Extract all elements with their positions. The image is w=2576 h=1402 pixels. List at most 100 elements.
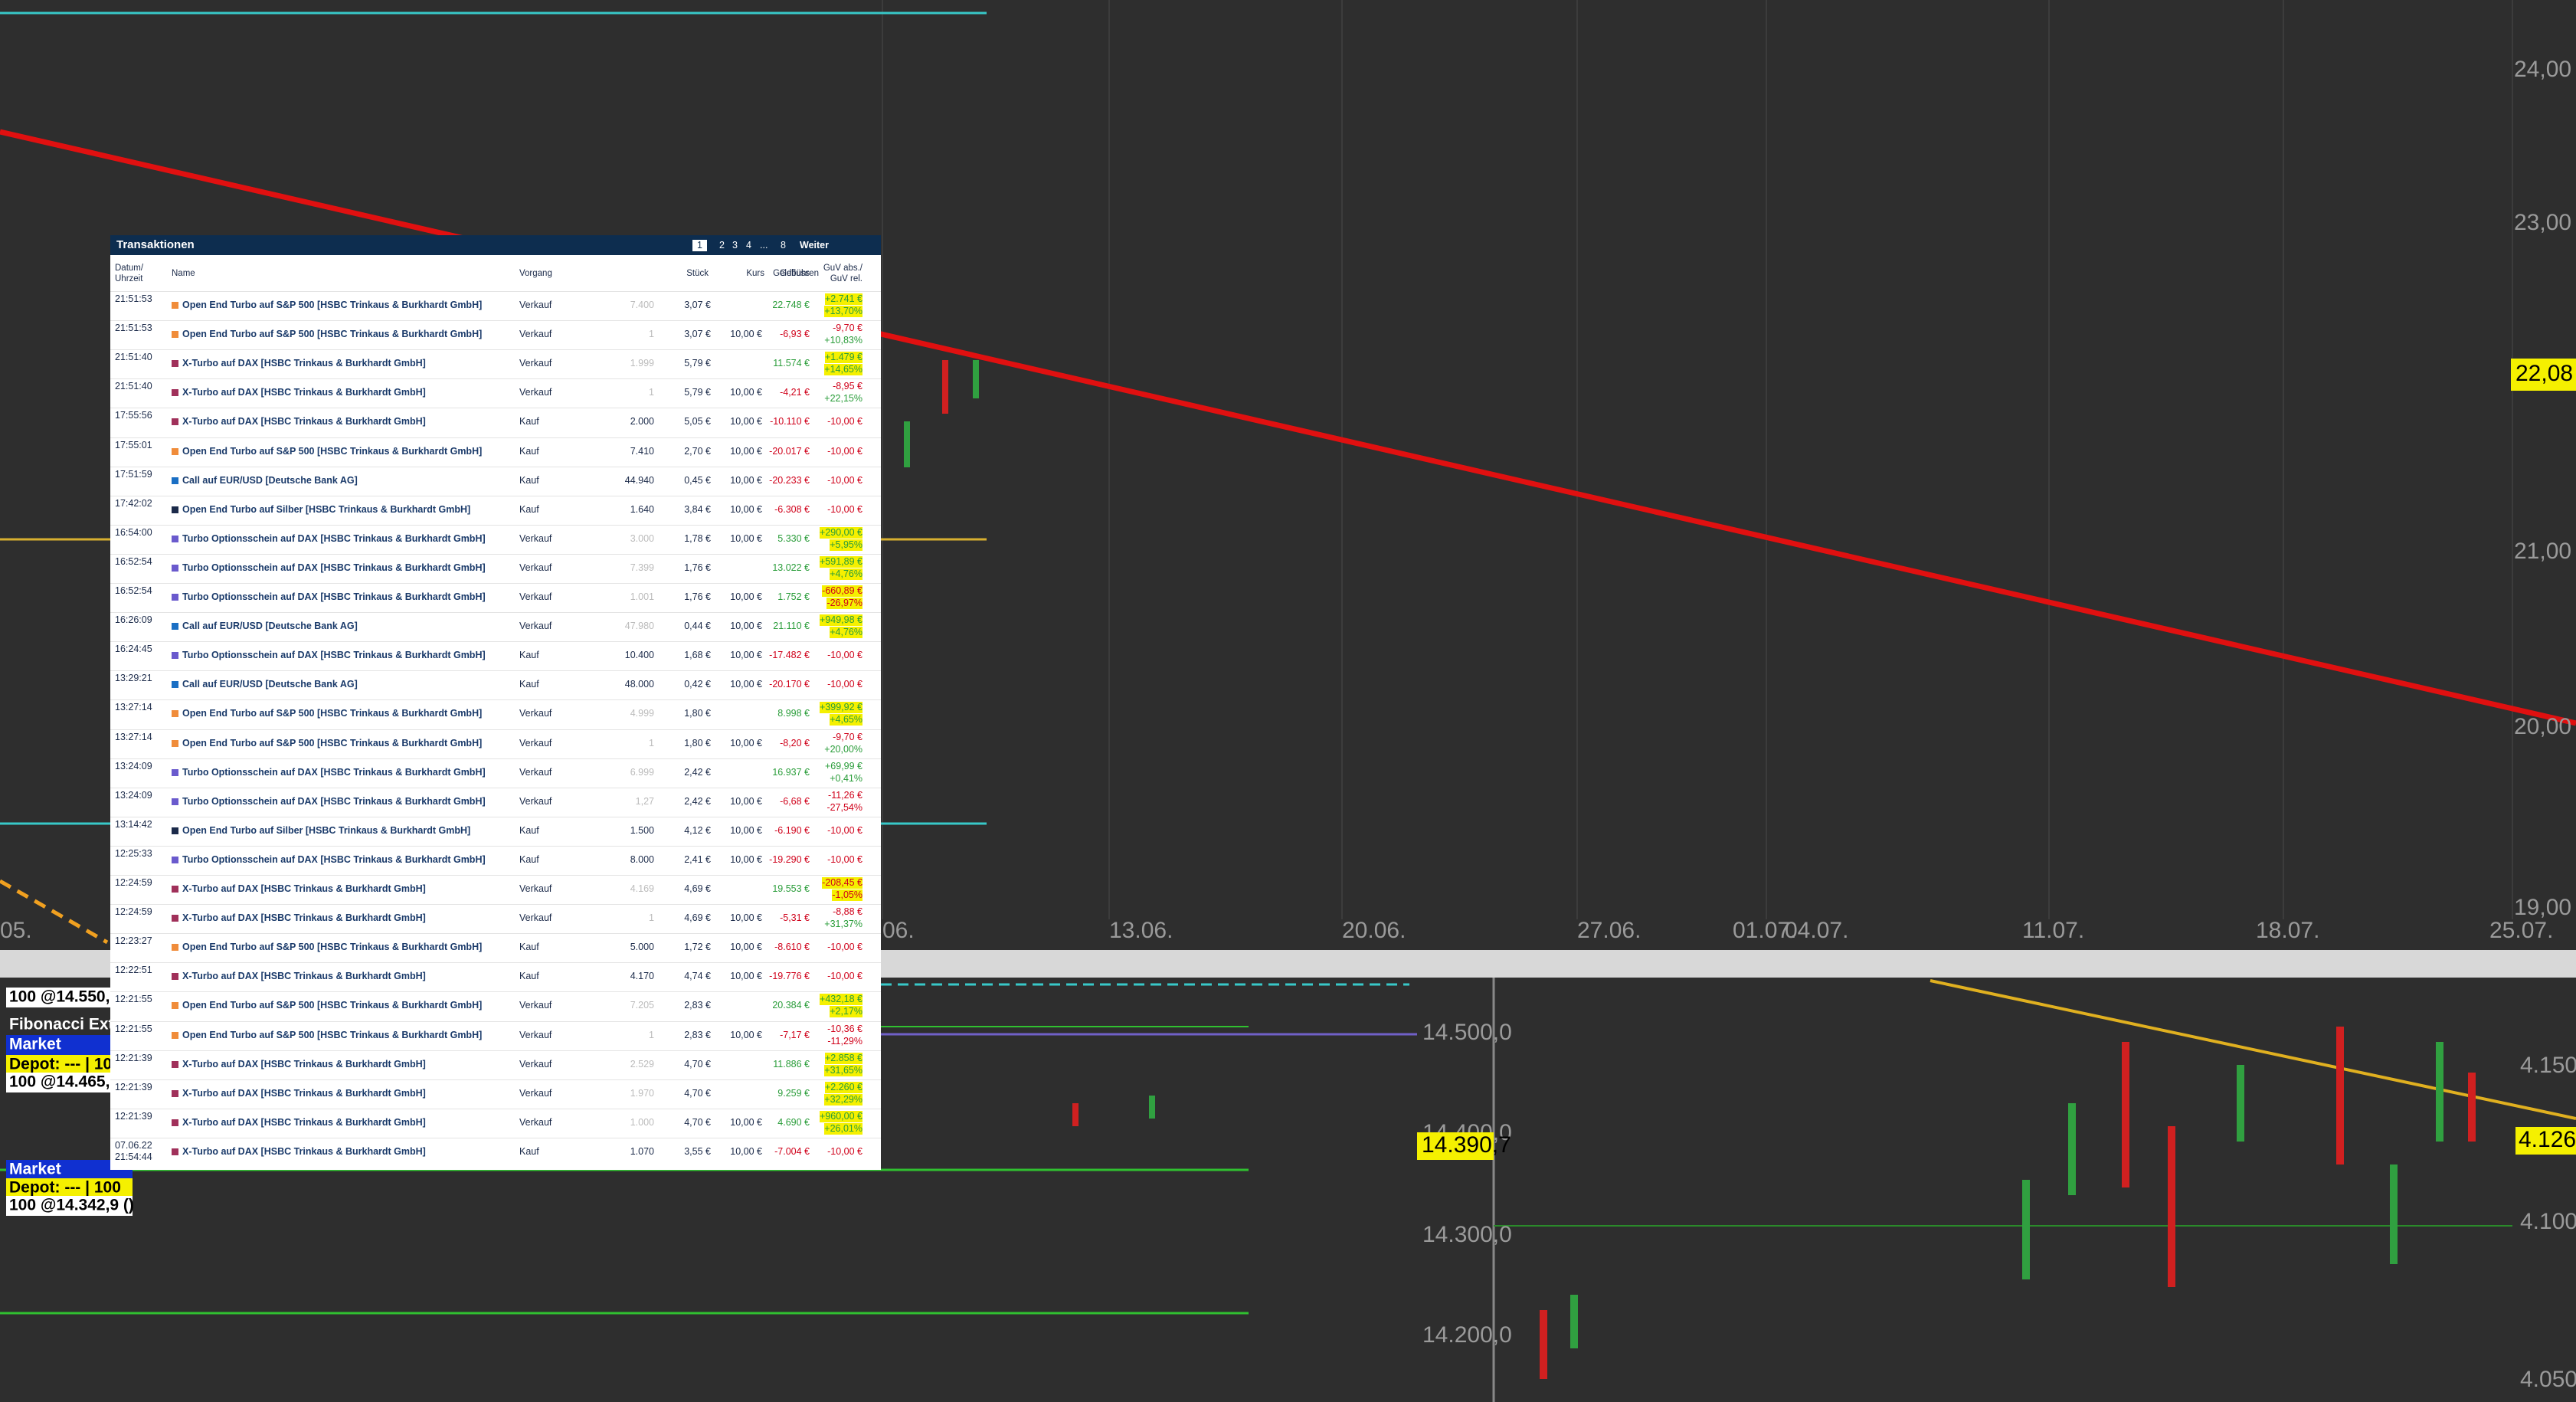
y-axis-label: 14.300,0 xyxy=(1422,1222,1512,1247)
row-time: 13:24:09 xyxy=(115,760,152,771)
instrument-name[interactable]: Turbo Optionsschein auf DAX [HSBC Trinka… xyxy=(182,766,486,778)
instrument-name[interactable]: Turbo Optionsschein auf DAX [HSBC Trinka… xyxy=(182,532,486,544)
instrument-name[interactable]: Open End Turbo auf S&P 500 [HSBC Trinkau… xyxy=(182,1029,483,1040)
row-qty: 48.000 xyxy=(624,679,654,690)
instrument-name[interactable]: X-Turbo auf DAX [HSBC Trinkaus & Burkhar… xyxy=(182,1116,426,1128)
instrument-name[interactable]: X-Turbo auf DAX [HSBC Trinkaus & Burkhar… xyxy=(182,1145,426,1157)
row-separator xyxy=(110,933,881,935)
row-separator xyxy=(110,349,881,351)
pnl-rel: +26,01% xyxy=(824,1122,862,1135)
pnl-abs: +432,18 € xyxy=(820,994,862,1006)
row-qty: 1 xyxy=(649,387,654,398)
row-price: 0,44 € xyxy=(684,621,711,632)
row-time: 12:21:39 xyxy=(115,1110,152,1122)
row-price: 2,42 € xyxy=(684,766,711,778)
row-price: 4,70 € xyxy=(684,1087,711,1099)
overlay-label: Fibonacci Ext xyxy=(9,1016,114,1033)
row-price: 3,07 € xyxy=(684,329,711,340)
row-price: 2,83 € xyxy=(684,1029,711,1040)
pnl-abs: -10,36 € xyxy=(827,1023,862,1034)
instrument-icon xyxy=(172,739,178,747)
row-cash: 16.937 € xyxy=(772,766,810,778)
instrument-name[interactable]: Turbo Optionsschein auf DAX [HSBC Trinka… xyxy=(182,853,486,865)
pnl-abs: -660,89 € xyxy=(822,585,862,597)
trend-line xyxy=(0,129,2576,726)
row-qty: 3.000 xyxy=(630,532,654,544)
row-separator xyxy=(110,670,881,672)
page-link[interactable]: 4 xyxy=(746,240,751,251)
instrument-name[interactable]: Open End Turbo auf S&P 500 [HSBC Trinkau… xyxy=(182,737,483,748)
row-type: Verkauf xyxy=(519,883,552,895)
row-qty: 1 xyxy=(649,737,654,748)
row-cash: -20.170 € xyxy=(769,679,810,690)
instrument-name[interactable]: X-Turbo auf DAX [HSBC Trinkaus & Burkhar… xyxy=(182,1058,426,1070)
instrument-name[interactable]: Open End Turbo auf Silber [HSBC Trinkaus… xyxy=(182,503,471,515)
pnl-rel: -26,97% xyxy=(826,598,862,609)
instrument-icon xyxy=(172,389,178,397)
instrument-name[interactable]: Call auf EUR/USD [Deutsche Bank AG] xyxy=(182,679,358,690)
page-link[interactable]: ... xyxy=(760,240,768,251)
instrument-icon xyxy=(172,681,178,689)
row-separator xyxy=(110,583,881,584)
candle xyxy=(2022,1180,2030,1279)
y-axis-label: 4.050,0 xyxy=(2520,1367,2576,1392)
row-qty: 7.400 xyxy=(630,300,654,311)
row-type: Verkauf xyxy=(519,1000,552,1011)
instrument-name[interactable]: Turbo Optionsschein auf DAX [HSBC Trinka… xyxy=(182,591,486,603)
instrument-name[interactable]: X-Turbo auf DAX [HSBC Trinkaus & Burkhar… xyxy=(182,1087,426,1099)
page-link[interactable]: 1 xyxy=(692,240,707,251)
row-separator xyxy=(110,612,881,614)
row-fee: 10,00 € xyxy=(730,503,762,515)
pnl-abs: +960,00 € xyxy=(820,1110,862,1122)
row-time: 12:21:39 xyxy=(115,1081,152,1092)
row-fee: 10,00 € xyxy=(730,912,762,924)
instrument-name[interactable]: Open End Turbo auf S&P 500 [HSBC Trinkau… xyxy=(182,445,483,457)
price-tag xyxy=(2515,1127,2576,1155)
row-type: Verkauf xyxy=(519,708,552,719)
pnl-abs: -10,00 € xyxy=(827,416,862,427)
instrument-name[interactable]: Open End Turbo auf Silber [HSBC Trinkaus… xyxy=(182,824,471,836)
page-link[interactable]: 8 xyxy=(781,240,786,251)
instrument-name[interactable]: Open End Turbo auf S&P 500 [HSBC Trinkau… xyxy=(182,1000,483,1011)
instrument-name[interactable]: Call auf EUR/USD [Deutsche Bank AG] xyxy=(182,474,358,486)
row-price: 1,78 € xyxy=(684,532,711,544)
instrument-name[interactable]: X-Turbo auf DAX [HSBC Trinkaus & Burkhar… xyxy=(182,387,426,398)
row-type: Verkauf xyxy=(519,562,552,573)
instrument-name[interactable]: Open End Turbo auf S&P 500 [HSBC Trinkau… xyxy=(182,300,483,311)
row-price: 4,69 € xyxy=(684,912,711,924)
price-tag xyxy=(6,1196,133,1216)
pnl-abs: +399,92 € xyxy=(820,702,862,714)
instrument-name[interactable]: Turbo Optionsschein auf DAX [HSBC Trinka… xyxy=(182,562,486,573)
row-type: Kauf xyxy=(519,942,539,953)
row-type: Verkauf xyxy=(519,1029,552,1040)
instrument-name[interactable]: Call auf EUR/USD [Deutsche Bank AG] xyxy=(182,621,358,632)
overlay-label: 100 @14.342,9 () xyxy=(9,1197,134,1214)
page-link[interactable]: 2 xyxy=(719,240,725,251)
candle xyxy=(2168,1126,2175,1287)
column-header: Name xyxy=(172,269,195,278)
instrument-name[interactable]: Turbo Optionsschein auf DAX [HSBC Trinka… xyxy=(182,795,486,807)
instrument-name[interactable]: X-Turbo auf DAX [HSBC Trinkaus & Burkhar… xyxy=(182,883,426,895)
instrument-name[interactable]: Turbo Optionsschein auf DAX [HSBC Trinka… xyxy=(182,650,486,661)
next-link[interactable]: Weiter xyxy=(800,240,829,251)
instrument-name[interactable]: X-Turbo auf DAX [HSBC Trinkaus & Burkhar… xyxy=(182,971,426,982)
instrument-name[interactable]: Open End Turbo auf S&P 500 [HSBC Trinkau… xyxy=(182,329,483,340)
row-cash: 11.574 € xyxy=(773,358,810,369)
instrument-icon xyxy=(172,447,178,455)
instrument-name[interactable]: Open End Turbo auf S&P 500 [HSBC Trinkau… xyxy=(182,942,483,953)
instrument-name[interactable]: Open End Turbo auf S&P 500 [HSBC Trinkau… xyxy=(182,708,483,719)
pnl-abs: -10,00 € xyxy=(827,445,862,457)
page-link[interactable]: 3 xyxy=(732,240,738,251)
row-time: 16:24:45 xyxy=(115,644,152,655)
row-time: 16:52:54 xyxy=(115,555,152,567)
row-price: 1,80 € xyxy=(684,708,711,719)
pnl-rel: +31,37% xyxy=(824,919,862,930)
row-qty: 47.980 xyxy=(624,621,654,632)
pnl-abs: +2.260 € xyxy=(824,1081,862,1093)
instrument-name[interactable]: X-Turbo auf DAX [HSBC Trinkaus & Burkhar… xyxy=(182,358,426,369)
instrument-icon xyxy=(172,710,178,718)
instrument-name[interactable]: X-Turbo auf DAX [HSBC Trinkaus & Burkhar… xyxy=(182,912,426,924)
y-axis-label: 24,00 xyxy=(2514,57,2571,82)
pnl-rel: -27,54% xyxy=(826,801,862,813)
instrument-name[interactable]: X-Turbo auf DAX [HSBC Trinkaus & Burkhar… xyxy=(182,416,426,427)
